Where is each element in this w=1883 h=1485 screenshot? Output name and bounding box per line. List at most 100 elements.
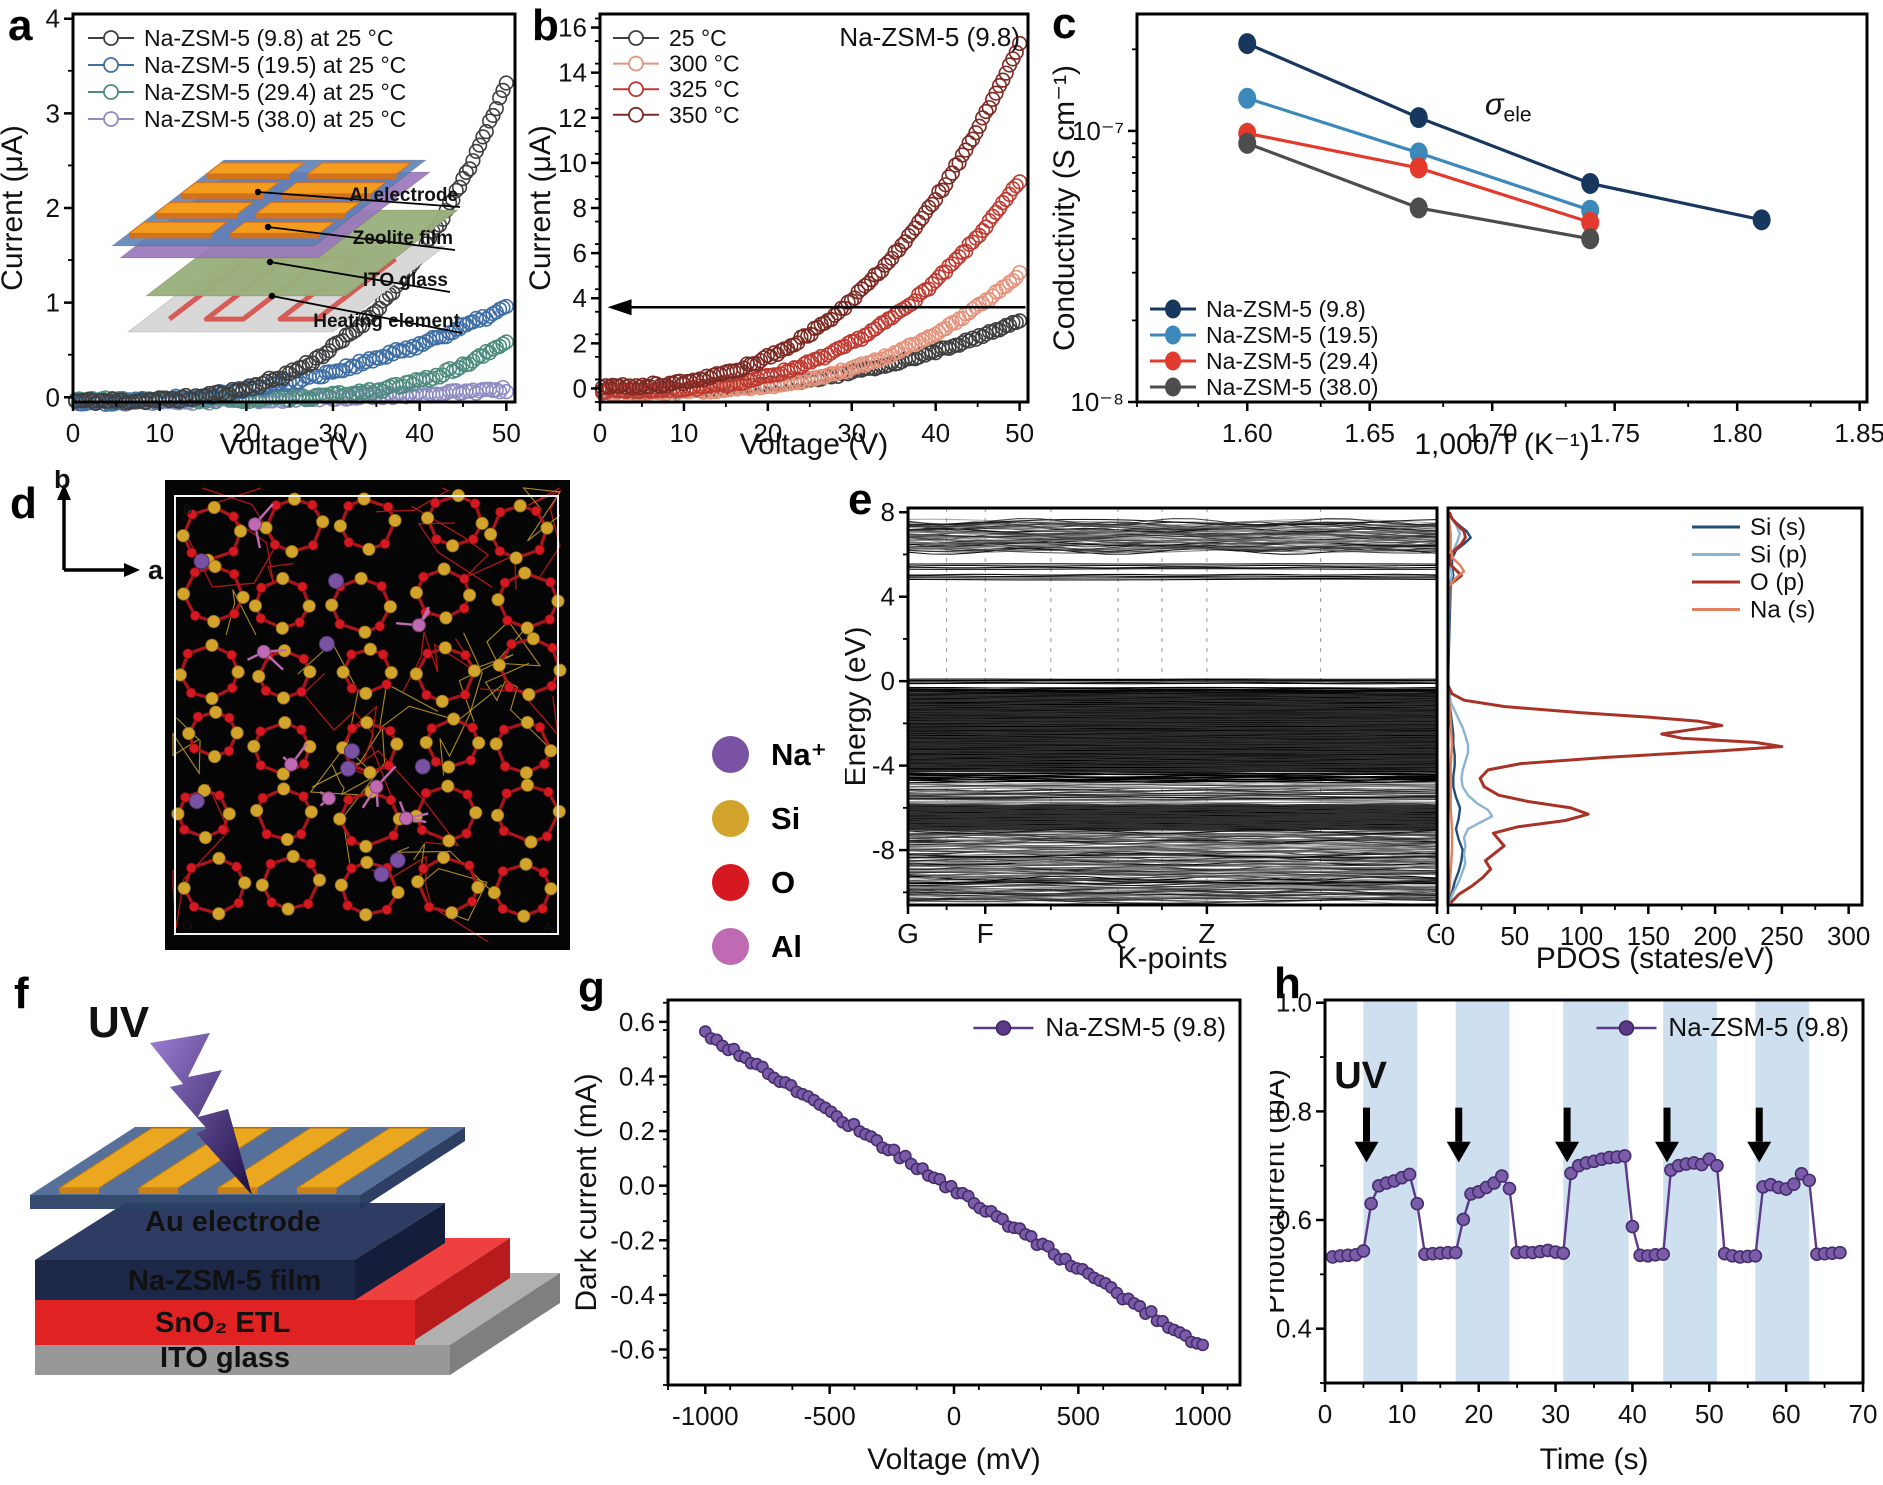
g-chart-svg: -1000 -500 0 500 1000 0.6 0.4 0.2 0.0 -0.2 -0.4 -0.… (570, 998, 1242, 1476)
svg-text:10⁻⁸: 10⁻⁸ (1070, 387, 1124, 417)
c-chart-svg: σele 1.60 1.65 1.70 1.75 1.80 1.85 10⁻⁷ 10⁻⁸ 1,00… (1048, 12, 1883, 461)
svg-text:Heating element: Heating element (313, 311, 460, 332)
svg-text:Na-ZSM-5 (19.5) at 25 °C: Na-ZSM-5 (19.5) at 25 °C (144, 52, 406, 78)
svg-text:UV: UV (88, 998, 150, 1047)
svg-text:ITO glass: ITO glass (160, 1342, 290, 1374)
svg-text:Zeolite film: Zeolite film (353, 228, 453, 249)
svg-text:10: 10 (1387, 1399, 1416, 1429)
svg-text:Na-ZSM-5 (9.8): Na-ZSM-5 (9.8) (1668, 1012, 1849, 1042)
svg-text:0: 0 (46, 382, 60, 412)
svg-text:-8: -8 (872, 835, 895, 865)
atom-legend-item: Al (712, 928, 827, 965)
svg-text:Dark current (mA): Dark current (mA) (570, 1073, 603, 1311)
svg-text:8: 8 (573, 193, 587, 223)
svg-text:4: 4 (881, 582, 895, 612)
atom-legend: Na⁺ Si O Al (712, 736, 827, 965)
svg-text:40: 40 (405, 418, 434, 448)
panel-e-pdos-chart: 0 50 100 150 200 250 300 PDOS (states/eV) Si (s)… (1440, 470, 1883, 987)
svg-text:-0.6: -0.6 (610, 1335, 655, 1365)
svg-text:14: 14 (558, 58, 587, 88)
svg-text:325 °C: 325 °C (669, 76, 740, 102)
svg-text:σele: σele (1485, 86, 1532, 126)
svg-text:0: 0 (881, 666, 895, 696)
svg-text:100: 100 (1560, 921, 1603, 951)
svg-text:20: 20 (753, 418, 782, 448)
svg-text:0: 0 (1318, 1399, 1332, 1429)
svg-text:a: a (148, 555, 164, 585)
panel-a-iv-chart: 0 10 20 30 40 50 0 1 2 3 4 Voltage (V) Current (μA) N… (0, 0, 525, 475)
svg-text:Na (s): Na (s) (1750, 597, 1815, 624)
svg-text:0.2: 0.2 (619, 1116, 655, 1146)
svg-text:Voltage (V): Voltage (V) (740, 428, 888, 461)
a-chart-svg: 0 10 20 30 40 50 0 1 2 3 4 Voltage (V) Current (μA) N… (0, 4, 521, 461)
atom-color-icon (712, 864, 749, 901)
panel-letter-f: f (14, 969, 29, 1018)
svg-text:Al electrode: Al electrode (349, 185, 458, 206)
svg-text:Na-ZSM-5 film: Na-ZSM-5 film (128, 1265, 321, 1297)
svg-text:PDOS (states/eV): PDOS (states/eV) (1536, 942, 1774, 975)
svg-text:0.6: 0.6 (1276, 1205, 1312, 1235)
svg-text:Energy (eV): Energy (eV) (845, 626, 872, 786)
svg-text:3: 3 (46, 98, 60, 128)
svg-text:40: 40 (1618, 1399, 1647, 1429)
svg-text:1.75: 1.75 (1589, 418, 1640, 448)
svg-text:Na-ZSM-5 (38.0) at 25 °C: Na-ZSM-5 (38.0) at 25 °C (144, 106, 406, 132)
atom-legend-label: Al (771, 928, 802, 964)
svg-text:1000: 1000 (1174, 1401, 1232, 1431)
svg-text:350 °C: 350 °C (669, 102, 740, 128)
panel-letter-b: b (532, 1, 559, 50)
atom-color-icon (712, 928, 749, 965)
svg-text:40: 40 (921, 418, 950, 448)
svg-text:10: 10 (558, 148, 587, 178)
svg-text:Voltage (mV): Voltage (mV) (867, 1443, 1040, 1476)
svg-text:G: G (1426, 918, 1440, 949)
svg-text:Au electrode: Au electrode (145, 1206, 321, 1238)
svg-text:10⁻⁷: 10⁻⁷ (1072, 116, 1124, 146)
svg-text:Na-ZSM-5 (9.8): Na-ZSM-5 (9.8) (1206, 296, 1366, 322)
svg-text:70: 70 (1849, 1399, 1878, 1429)
svg-text:Na-ZSM-5 (38.0): Na-ZSM-5 (38.0) (1206, 374, 1379, 400)
svg-text:20: 20 (1464, 1399, 1493, 1429)
panel-letter-e: e (848, 475, 873, 524)
svg-text:Current (μA): Current (μA) (525, 125, 557, 291)
panel-letter-c: c (1052, 0, 1077, 48)
svg-text:0: 0 (1441, 921, 1455, 951)
svg-text:50: 50 (492, 418, 521, 448)
svg-text:Na-ZSM-5 (9.8): Na-ZSM-5 (9.8) (839, 22, 1020, 52)
atom-color-icon (712, 800, 749, 837)
svg-text:0.4: 0.4 (1276, 1314, 1312, 1344)
svg-text:300: 300 (1827, 921, 1870, 951)
panel-letter-a: a (8, 1, 33, 50)
svg-text:K-points: K-points (1117, 942, 1227, 975)
pdos-svg: 0 50 100 150 200 250 300 PDOS (states/eV) Si (s)… (1441, 506, 1870, 975)
svg-text:0.4: 0.4 (619, 1061, 655, 1091)
svg-text:O: O (182, 917, 193, 933)
svg-text:1.0: 1.0 (1276, 988, 1312, 1018)
b-chart-svg: 0 10 20 30 40 50 0 2 4 6 8 10 12 14 16 Voltage (V) Curre… (524, 12, 1034, 461)
svg-text:1.80: 1.80 (1712, 418, 1763, 448)
svg-text:500: 500 (1057, 1401, 1100, 1431)
svg-text:10: 10 (669, 418, 698, 448)
svg-text:1.60: 1.60 (1222, 418, 1273, 448)
svg-text:6: 6 (573, 238, 587, 268)
svg-text:G: G (897, 918, 919, 949)
svg-text:50: 50 (1500, 921, 1529, 951)
svg-text:0.8: 0.8 (1276, 1096, 1312, 1126)
svg-text:Z: Z (1198, 918, 1215, 949)
svg-text:Time (s): Time (s) (1540, 1443, 1649, 1476)
svg-text:Na-ZSM-5 (9.8): Na-ZSM-5 (9.8) (1045, 1012, 1226, 1042)
svg-text:250: 250 (1760, 921, 1803, 951)
panel-e-band-structure-chart: 8 4 0 -4 -8 G F Q Z G K-points Energy (eV) (839, 470, 1448, 987)
h-chart-svg: UV 0 10 20 30 40 50 60 70 0.4 0.6 0.8 1.0 Time (s) Pho… (1258, 988, 1878, 1476)
svg-text:300 °C: 300 °C (669, 51, 740, 77)
svg-text:0.0: 0.0 (619, 1171, 655, 1201)
svg-text:B: B (183, 501, 192, 517)
svg-text:Na-ZSM-5 (29.4) at 25 °C: Na-ZSM-5 (29.4) at 25 °C (144, 79, 406, 105)
crystal-structure-image: B O A (165, 480, 570, 955)
svg-text:0: 0 (947, 1401, 961, 1431)
svg-text:Q: Q (1107, 918, 1129, 949)
svg-text:2: 2 (573, 328, 587, 358)
panel-letter-g: g (578, 963, 605, 1012)
svg-text:1.65: 1.65 (1344, 418, 1395, 448)
